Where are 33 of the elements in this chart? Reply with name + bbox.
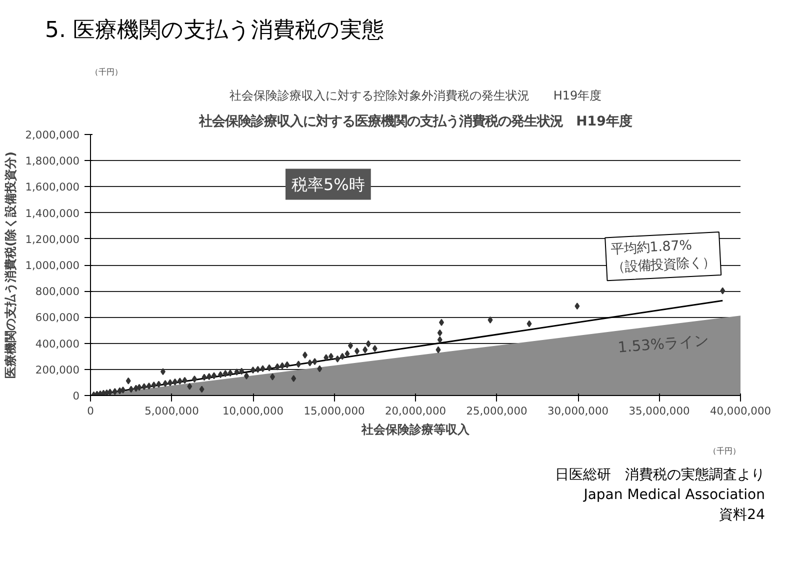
x-tick-label: 5,000,000 — [144, 404, 200, 418]
y-axis-title: 医療機関の支払う消費税(除く設備投資分) — [3, 152, 18, 378]
x-axis-title: 社会保険診療等収入 — [360, 422, 470, 436]
text: （千円） — [708, 446, 740, 456]
x-tick-label: 35,000,000 — [628, 404, 690, 418]
y-tick-label: 800,000 — [35, 285, 80, 298]
annotation: 1.53%ライン — [617, 332, 710, 356]
y-tick-label: 1,800,000 — [25, 154, 80, 168]
annotation: 税率5%時 — [292, 174, 365, 194]
y-tick-label: 600,000 — [35, 311, 80, 324]
x-tick-label: 20,000,000 — [384, 404, 446, 418]
x-tick-label: 0 — [87, 404, 94, 418]
y-tick-label: 1,400,000 — [25, 206, 80, 220]
text: 日医総研 消費税の実態調査より — [555, 467, 765, 483]
x-tick-label: 25,000,000 — [466, 404, 528, 418]
x-tick-label: 10,000,000 — [222, 404, 284, 418]
y-tick-label: 200,000 — [35, 363, 80, 376]
chart-subtitle: 社会保険診療収入に対する医療機関の支払う消費税の発生状況 H19年度 — [198, 114, 632, 130]
x-tick-label: 40,000,000 — [710, 404, 772, 418]
text: Japan Medical Association — [584, 487, 765, 503]
text: 資料24 — [719, 507, 765, 523]
y-tick-label: 400,000 — [35, 337, 80, 350]
text: （千円） — [90, 68, 122, 76]
x-tick-label: 15,000,000 — [304, 404, 365, 418]
chart-title: 5. 医療機関の支払う消費税の実態 — [45, 17, 384, 45]
y-tick-label: 0 — [72, 390, 80, 402]
annotation: 平均約1.87% （設備投資除く） — [610, 238, 716, 276]
y-tick-label: 2,000,000 — [25, 128, 80, 142]
y-tick-label: 1,600,000 — [25, 180, 80, 194]
y-tick-label: 1,200,000 — [25, 232, 80, 246]
y-tick-label: 1,000,000 — [25, 259, 80, 272]
text: 社会保険診療収入に対する控除対象外消費税の発生状況 H19年度 — [229, 88, 602, 102]
x-tick-label: 30,000,000 — [547, 404, 609, 418]
